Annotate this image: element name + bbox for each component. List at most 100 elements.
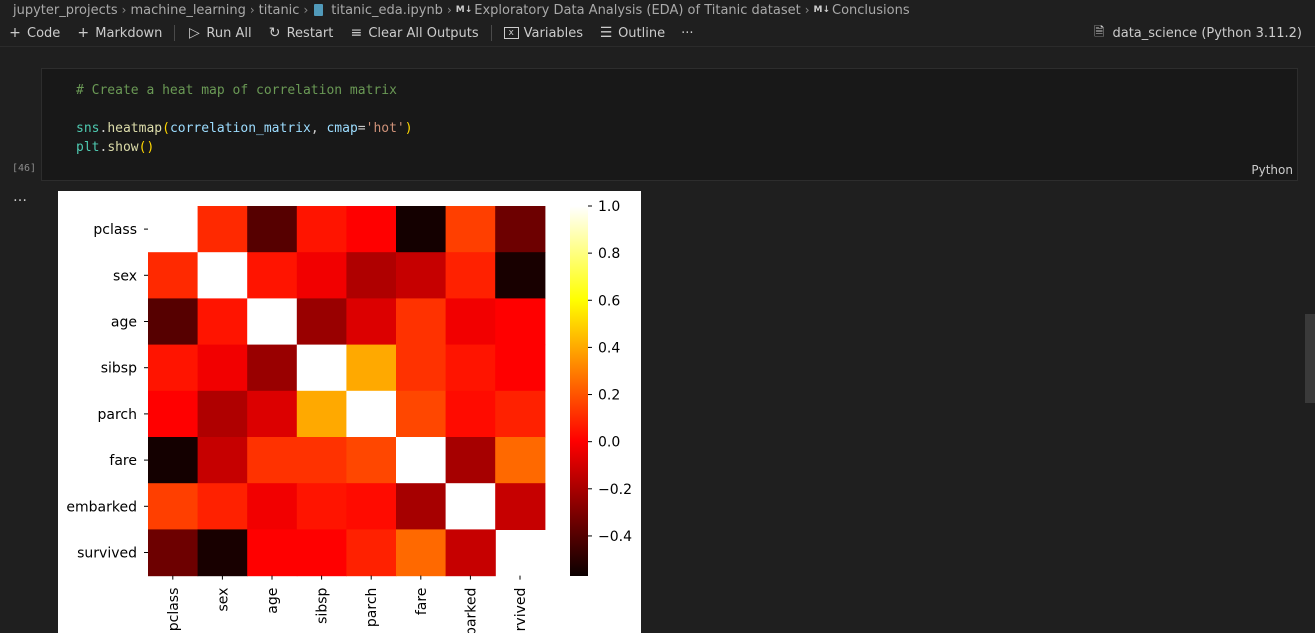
code-dot: . <box>99 140 108 155</box>
heatmap-output: pclass sex age sibsp parch fare embarked surviv… <box>58 191 641 633</box>
toolbar-divider <box>174 25 176 41</box>
code-equals: = <box>357 121 366 136</box>
breadcrumb-item[interactable]: jupyter_projects <box>13 2 118 18</box>
heatmap-cell <box>148 298 199 346</box>
heatmap-cell <box>346 483 397 530</box>
output-more-icon[interactable]: … <box>13 189 28 205</box>
code-paren: ( <box>162 121 170 136</box>
chevron-right-icon: › <box>303 3 309 17</box>
variables-label: Variables <box>523 25 584 41</box>
code-dot: . <box>99 121 108 136</box>
run-all-label: Run All <box>206 25 252 41</box>
heatmap-cell <box>346 298 397 346</box>
markdown-icon: M↓ <box>813 5 831 15</box>
more-actions-button[interactable]: ··· <box>681 26 693 41</box>
code-editor[interactable]: # Create a heat map of correlation matri… <box>76 81 413 157</box>
heatmap-cell <box>247 437 298 484</box>
heatmap-cell <box>396 437 447 484</box>
heatmap-cell <box>197 206 248 253</box>
chevron-right-icon: › <box>121 3 127 17</box>
code-paren: ) <box>404 121 413 136</box>
add-code-cell-button[interactable]: + Code <box>8 25 60 41</box>
chevron-right-icon: › <box>446 3 452 17</box>
x-tick-label: age <box>265 588 281 614</box>
run-all-icon: ▷ <box>189 25 200 41</box>
heatmap-cell <box>346 437 397 484</box>
heatmap-cell <box>197 483 248 530</box>
heatmap-cell <box>148 437 199 484</box>
breadcrumb-item[interactable]: machine_learning <box>130 2 246 18</box>
heatmap-cell <box>197 252 248 299</box>
variables-icon: x <box>503 27 519 39</box>
x-tick-label: sex <box>215 588 231 612</box>
heatmap-cell <box>396 206 447 253</box>
heatmap-cell <box>445 437 496 484</box>
heatmap-cell <box>296 483 347 530</box>
heatmap-cell <box>346 206 397 253</box>
kernel-label: data_science (Python 3.11.2) <box>1112 26 1302 41</box>
heatmap-cell <box>296 529 347 577</box>
heatmap-cell <box>396 344 447 392</box>
colorbar-tick-label: 1.0 <box>598 199 620 215</box>
heatmap-cell <box>247 252 298 299</box>
heatmap-cell <box>346 252 397 299</box>
code-token: cmap <box>326 121 358 136</box>
add-markdown-label: Markdown <box>95 25 163 41</box>
heatmap-cell <box>296 390 347 438</box>
breadcrumb-item[interactable]: titanic_eda.ipynb <box>331 2 443 18</box>
heatmap-cell <box>346 529 397 577</box>
restart-button[interactable]: ↻ Restart <box>268 25 334 41</box>
heatmap-cell <box>247 529 298 577</box>
heatmap-cell <box>197 344 248 392</box>
scrollbar-thumb[interactable] <box>1305 314 1315 403</box>
heatmap-cell <box>247 483 298 530</box>
colorbar-tick-label: 0.8 <box>598 246 620 262</box>
run-all-button[interactable]: ▷ Run All <box>187 25 252 41</box>
outline-button[interactable]: ☰ Outline <box>599 25 665 41</box>
heatmap-cell <box>197 529 248 577</box>
heatmap-cell <box>346 344 397 392</box>
notebook-toolbar: + Code + Markdown ▷ Run All ↻ Restart ≡ … <box>0 20 1315 47</box>
heatmap-cell <box>247 390 298 438</box>
execution-count: [46] <box>12 163 37 174</box>
add-markdown-cell-button[interactable]: + Markdown <box>76 25 162 41</box>
breadcrumb-item[interactable]: Conclusions <box>832 2 910 18</box>
restart-label: Restart <box>286 25 334 41</box>
breadcrumb: jupyter_projects › machine_learning › ti… <box>0 0 1315 20</box>
variables-button[interactable]: x Variables <box>503 25 584 41</box>
x-tick-label: rvived <box>513 588 529 632</box>
more-icon: ··· <box>681 25 694 41</box>
colorbar-tick-label: 0.2 <box>598 388 620 404</box>
x-tick-label: pclass <box>166 588 182 632</box>
clear-all-outputs-button[interactable]: ≡ Clear All Outputs <box>349 25 478 41</box>
chevron-right-icon: › <box>804 3 810 17</box>
heatmap-cell <box>445 483 496 530</box>
colorbar-tick-label: 0.6 <box>598 293 620 309</box>
kernel-picker[interactable]: 🗎 data_science (Python 3.11.2) <box>1094 20 1302 47</box>
code-cell[interactable]: # Create a heat map of correlation matri… <box>41 68 1298 181</box>
breadcrumb-item[interactable]: Exploratory Data Analysis (EDA) of Titan… <box>474 2 801 18</box>
code-token: correlation_matrix <box>169 121 311 136</box>
code-token: heatmap <box>107 121 163 136</box>
colorbar-tick-label: 0.0 <box>598 435 620 451</box>
heatmap-cell <box>445 390 496 438</box>
heatmap-cell <box>197 390 248 438</box>
code-token: sns <box>76 121 100 136</box>
heatmap-cell <box>445 298 496 346</box>
x-tick-label: parch <box>364 588 380 627</box>
x-tick-label: sibsp <box>315 588 331 624</box>
cell-language-label[interactable]: Python <box>1251 163 1293 177</box>
heatmap-cell <box>495 252 546 299</box>
colorbar-tick-label: 0.4 <box>598 340 620 356</box>
colorbar-tick-label: −0.4 <box>598 529 632 545</box>
kernel-icon: 🗎 <box>1094 24 1105 40</box>
y-tick-label: survived <box>77 546 137 562</box>
heatmap-cell <box>445 206 496 253</box>
heatmap-cell <box>396 529 447 577</box>
chevron-right-icon: › <box>249 3 255 17</box>
markdown-icon: M↓ <box>455 5 473 15</box>
heatmap-cell <box>396 252 447 299</box>
toolbar-divider <box>490 25 492 41</box>
y-tick-label: parch <box>98 407 137 423</box>
breadcrumb-item[interactable]: titanic <box>258 2 300 18</box>
